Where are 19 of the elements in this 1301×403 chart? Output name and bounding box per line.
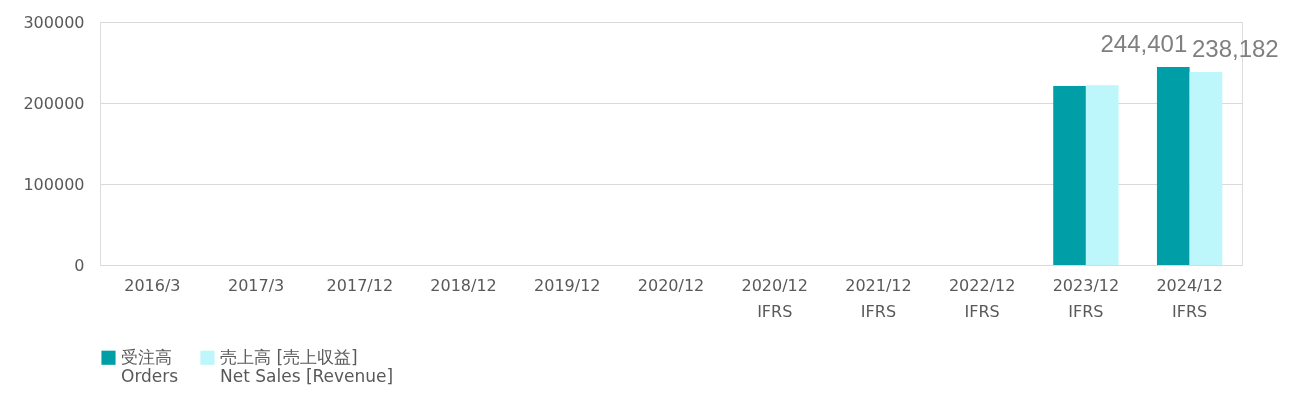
x-tick-label: 2018/12 <box>430 275 497 295</box>
x-tick-label: 2016/3 <box>124 275 181 295</box>
y-tick-label: 0 <box>74 255 85 275</box>
legend-label: 受注高 Orders <box>121 346 179 386</box>
data-label: 244,401 <box>1100 30 1188 58</box>
y-tick-label: 300000 <box>23 12 85 32</box>
x-tick-label: 2021/12 IFRS <box>845 275 912 321</box>
x-tick-label: 2019/12 <box>534 275 601 295</box>
x-tick-label: 2020/12 <box>637 275 705 295</box>
x-tick-label: 2024/12 IFRS <box>1156 275 1223 321</box>
x-tick-label: 2020/12 IFRS <box>741 275 808 321</box>
legend-label: 売上高 [売上収益] Net Sales [Revenue] <box>220 346 394 386</box>
y-tick-label: 200000 <box>23 93 85 113</box>
x-tick-label: 2023/12 IFRS <box>1052 275 1120 321</box>
x-tick-label: 2017/12 <box>326 275 394 295</box>
x-tick-label: 2017/3 <box>227 275 285 295</box>
y-tick-label: 100000 <box>23 174 85 194</box>
x-tick-label: 2022/12 IFRS <box>948 275 1016 321</box>
data-label: 238,182 <box>1191 35 1279 63</box>
